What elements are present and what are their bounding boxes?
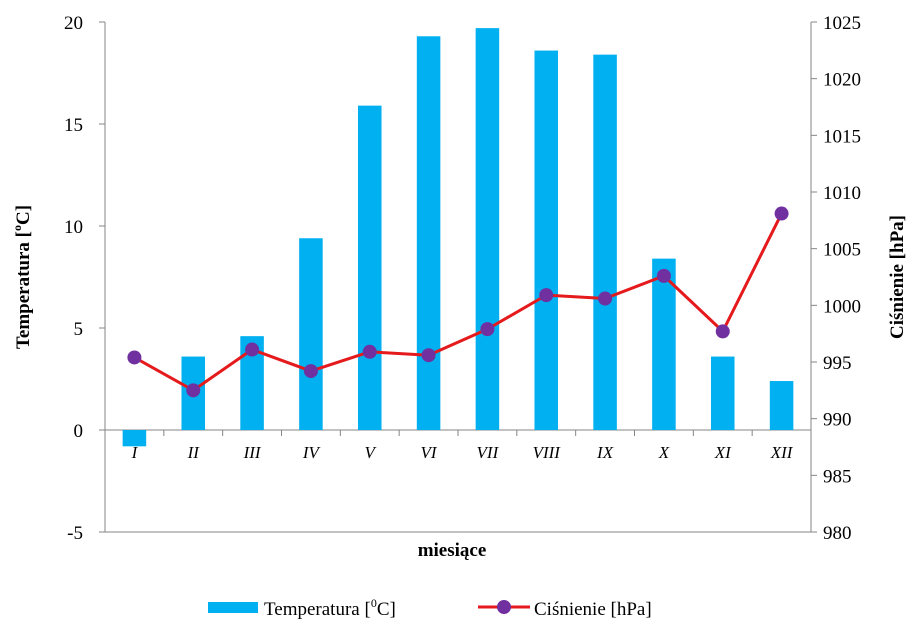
x-tick-label: III [243, 443, 262, 462]
x-tick-label: VIII [533, 443, 562, 462]
point-pressure [715, 324, 730, 339]
x-tick-label: II [187, 443, 201, 462]
y2-tick-label: 1010 [823, 183, 861, 204]
x-tick-label: I [131, 443, 139, 462]
x-tick-label: IV [302, 443, 322, 462]
bar-temperature [710, 356, 735, 430]
y2-tick-label: 990 [823, 410, 852, 431]
legend-label-temperature-superscript: 0 [371, 596, 377, 610]
legend: Temperatura [0C] Ciśnienie [hPa] [208, 596, 652, 620]
x-tick-label: VII [477, 443, 500, 462]
x-tick-label: V [365, 443, 378, 462]
x-tick-label: VI [421, 443, 438, 462]
bar-temperature [593, 54, 617, 430]
y2-tick-label: 1025 [823, 13, 861, 34]
y2-axis-title: Ciśnienie [hPa] [887, 215, 908, 339]
y-tick-label: 5 [74, 319, 84, 340]
y-tick-label: -5 [67, 523, 83, 544]
legend-label-pressure: Ciśnienie [hPa] [534, 599, 652, 620]
x-tick-label: IX [596, 443, 614, 462]
y-tick-label: 20 [64, 13, 83, 34]
point-pressure [480, 322, 495, 337]
y2-tick-label: 1000 [823, 296, 861, 317]
bar-temperature [534, 50, 559, 431]
y-tick-label: 10 [64, 217, 83, 238]
y2-tick-label: 1015 [823, 126, 861, 147]
bar-temperature [416, 36, 441, 430]
bar-temperature [299, 238, 323, 430]
y-tick-label: 15 [64, 115, 83, 136]
legend-marker-pressure [497, 600, 511, 614]
legend-label-temperature-main: Temperatura [ [264, 599, 371, 620]
point-pressure [186, 383, 201, 398]
x-tick-label: XII [770, 443, 794, 462]
y2-tick-label: 995 [823, 353, 852, 374]
x-tick-label: XI [714, 443, 732, 462]
point-pressure [127, 350, 142, 365]
bar-temperature [769, 381, 794, 430]
x-tick-label: X [658, 443, 670, 462]
point-pressure [421, 348, 436, 363]
y-axis-title-unit: C] [13, 205, 34, 225]
point-pressure [362, 344, 377, 359]
x-axis-title: miesiące [418, 540, 487, 561]
bar-temperature [122, 430, 147, 447]
y-tick-label: 0 [74, 421, 84, 442]
y2-tick-label: 1005 [823, 240, 861, 261]
line-pressure [133, 212, 783, 392]
y-axis-title-superscript: o [10, 225, 24, 231]
point-pressure [539, 288, 554, 303]
point-pressure [774, 206, 789, 221]
bar-temperature [240, 336, 264, 430]
point-pressure [245, 342, 260, 357]
point-pressure [303, 364, 318, 379]
bar-temperature [652, 258, 676, 430]
bar-temperature [475, 28, 500, 431]
point-pressure [656, 268, 671, 283]
legend-swatch-temperature [208, 602, 258, 613]
y2-tick-label: 985 [823, 466, 852, 487]
y2-tick-label: 1020 [823, 70, 861, 91]
legend-label-temperature: Temperatura [0C] [264, 596, 396, 620]
legend-label-temperature-unit: C] [377, 599, 396, 620]
bar-temperature [357, 105, 382, 430]
y-axis-title: Temperatura [oC] [10, 205, 34, 349]
y-axis-title-main: Temperatura [ [13, 231, 34, 349]
point-pressure [598, 291, 613, 306]
y2-tick-label: 980 [823, 523, 852, 544]
